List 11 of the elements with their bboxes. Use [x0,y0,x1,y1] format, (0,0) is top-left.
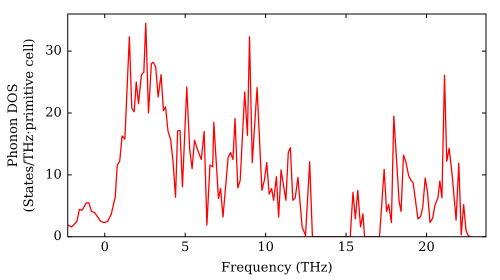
y-tick-label: 0 [53,229,62,244]
y-axis-title: Phonon DOS (States/THz·primitive cell) [6,38,37,212]
x-tick-label: 15 [338,240,354,255]
y-tick-label: 20 [45,105,62,120]
x-tick-label: 0 [100,240,109,255]
x-tick-label: 20 [418,240,435,255]
x-tick-label: 10 [257,240,274,255]
y-tick-label: 30 [45,44,62,59]
y-tick-label: 10 [45,167,62,182]
x-axis-title: Frequency (THz) [221,260,333,276]
x-tick-label: 5 [181,240,190,255]
